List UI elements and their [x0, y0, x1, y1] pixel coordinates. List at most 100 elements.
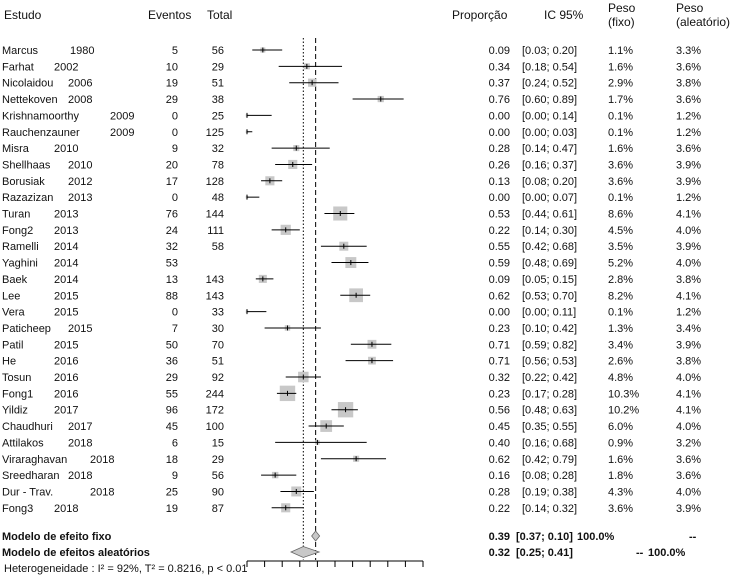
summary-diamond	[290, 546, 321, 558]
study-name: Tosun	[2, 372, 31, 384]
ci-value: [0.18; 0.54]	[522, 61, 577, 73]
weight-random-value: 3.2%	[676, 437, 701, 449]
events-value: 96	[166, 405, 178, 417]
study-year: 2015	[54, 307, 78, 319]
study-year: 2015	[54, 290, 78, 302]
weight-random-value: 4.0%	[676, 421, 701, 433]
heterogeneity-text: Heterogeneidade : I² = 92%, T² = 0.8216,…	[4, 563, 248, 575]
study-name: Attilakos	[2, 437, 44, 449]
weight-random-value: 3.6%	[676, 94, 701, 106]
events-value: 24	[166, 225, 178, 237]
weight-fixed-value: 3.4%	[608, 339, 633, 351]
study-year: 2014	[54, 258, 78, 270]
events-value: 50	[166, 339, 178, 351]
total-value: 33	[212, 307, 224, 319]
study-name: Fong1	[2, 388, 33, 400]
study-name: Fong2	[2, 225, 33, 237]
weight-random-value: 4.0%	[676, 225, 701, 237]
study-row: Baek 2014 13 143 0.09 [0.05; 0.15] 2.8% 3.8%	[2, 274, 701, 286]
events-value: 17	[166, 176, 178, 188]
weight-fixed-value: 8.2%	[608, 290, 633, 302]
x-axis	[246, 560, 424, 567]
study-name: Nicolaidou	[2, 78, 53, 90]
header-weight-fixed-1: Peso	[608, 1, 636, 15]
ci-value: [0.60; 0.89]	[522, 94, 577, 106]
proportion-value: 0.26	[489, 159, 510, 171]
study-name: Shellhaas	[2, 159, 51, 171]
weight-random-value: 1.2%	[676, 192, 701, 204]
study-row: Fong3 2018 19 87 0.22 [0.14; 0.32] 3.6% 3.9%	[2, 503, 701, 515]
weight-random-value: 1.2%	[676, 127, 701, 139]
weight-fixed-value: 2.9%	[608, 78, 633, 90]
study-year: 2017	[68, 421, 92, 433]
summary-label: Modelo de efeito fixo	[2, 531, 112, 543]
study-year: 2009	[110, 110, 134, 122]
weight-random-value: 1.2%	[676, 307, 701, 319]
total-value: 25	[212, 110, 224, 122]
study-name: Baek	[2, 274, 28, 286]
ci-value: [0.08; 0.28]	[522, 470, 577, 482]
study-year: 2018	[90, 454, 114, 466]
events-value: 10	[166, 61, 178, 73]
header-weight-fixed-2: (fixo)	[608, 15, 635, 29]
study-year: 2013	[54, 209, 78, 221]
header-weight-random-1: Peso	[676, 1, 704, 15]
study-row: Fong2 2013 24 111 0.22 [0.14; 0.30] 4.5% 4.0%	[2, 224, 701, 237]
total-value: 78	[212, 159, 224, 171]
weight-random-value: 4.0%	[676, 258, 701, 270]
ci-value: [0.59; 0.82]	[522, 339, 577, 351]
study-name: Chaudhuri	[2, 421, 53, 433]
proportion-value: 0.16	[489, 470, 510, 482]
total-value: 100	[206, 421, 224, 433]
weight-fixed-value: 0.1%	[608, 307, 633, 319]
study-name: Paticheep	[2, 323, 51, 335]
proportion-value: 0.62	[489, 454, 510, 466]
events-value: 45	[166, 421, 178, 433]
study-row: Attilakos 2018 6 15 0.40 [0.16; 0.68] 0.9% 3.2%	[2, 437, 701, 449]
proportion-value: 0.00	[489, 307, 510, 319]
ci-value: [0.03; 0.20]	[522, 45, 577, 57]
ci-value: [0.56; 0.53]	[522, 356, 577, 368]
events-value: 0	[172, 192, 178, 204]
ci-value: [0.19; 0.38]	[522, 486, 577, 498]
events-value: 32	[166, 241, 178, 253]
study-year: 2016	[54, 372, 78, 384]
ci-value: [0.48; 0.63]	[522, 405, 577, 417]
weight-fixed-value: 1.1%	[608, 45, 633, 57]
study-year: 2017	[54, 405, 78, 417]
proportion-value: 0.59	[489, 258, 510, 270]
proportion-value: 0.28	[489, 486, 510, 498]
ci-value: [0.42; 0.79]	[522, 454, 577, 466]
events-value: 55	[166, 388, 178, 400]
proportion-value: 0.13	[489, 176, 510, 188]
summary-weight-random: 100.0%	[648, 547, 686, 559]
weight-random-value: 4.0%	[676, 486, 701, 498]
study-name: Sreedharan	[2, 470, 60, 482]
study-year: 2013	[54, 225, 78, 237]
proportion-value: 0.00	[489, 127, 510, 139]
total-value: 32	[212, 143, 224, 155]
ci-value: [0.22; 0.42]	[522, 372, 577, 384]
study-year: 2006	[68, 78, 92, 90]
study-year: 2014	[54, 274, 78, 286]
weight-fixed-value: 10.3%	[608, 388, 639, 400]
study-name: Borusiak	[2, 176, 45, 188]
study-name: Farhat	[2, 61, 34, 73]
ci-value: [0.42; 0.68]	[522, 241, 577, 253]
total-value: 51	[212, 78, 224, 90]
total-value: 125	[206, 127, 224, 139]
proportion-value: 0.56	[489, 405, 510, 417]
weight-fixed-value: 3.6%	[608, 503, 633, 515]
events-value: 53	[166, 258, 178, 270]
events-value: 36	[166, 356, 178, 368]
weight-random-value: 3.6%	[676, 61, 701, 73]
study-row: Viraraghavan 2018 18 29 0.62 [0.42; 0.79] 1.6%…	[2, 454, 701, 466]
total-value: 48	[212, 192, 224, 204]
header-study: Estudo	[4, 8, 42, 22]
weight-random-value: 1.2%	[676, 110, 701, 122]
study-name: Yildiz	[2, 405, 28, 417]
weight-fixed-value: 3.6%	[608, 159, 633, 171]
proportion-value: 0.37	[489, 78, 510, 90]
total-value: 144	[206, 209, 224, 221]
